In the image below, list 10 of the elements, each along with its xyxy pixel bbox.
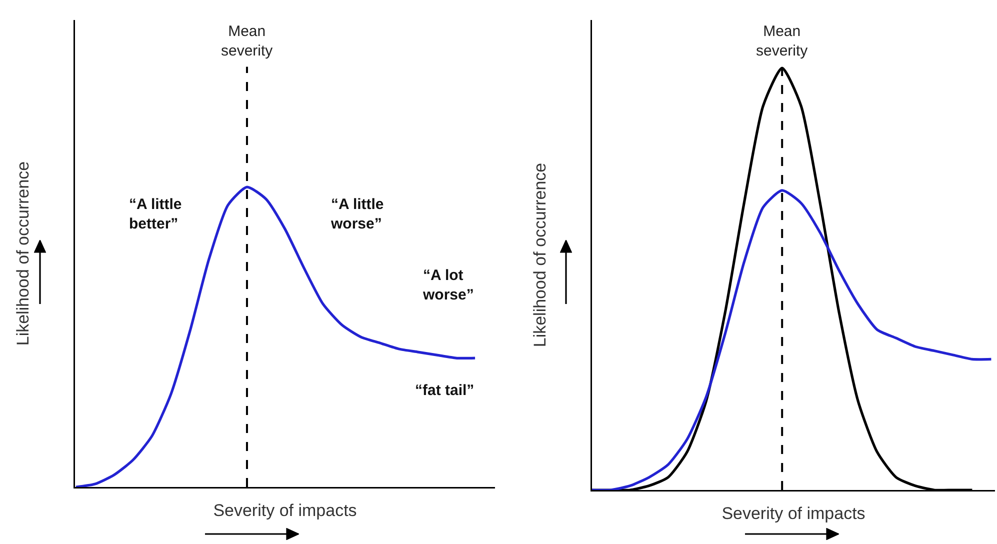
- annotation: “A little better”: [129, 196, 182, 232]
- annotation: “fat tail”: [415, 382, 474, 399]
- annotation: “A lot worse”: [422, 267, 474, 304]
- text: Mean severity: [756, 23, 808, 60]
- annotation: “A little worse”: [330, 196, 384, 232]
- y-axis-title: Likelihood of occurrence: [13, 161, 32, 346]
- x-axis-title: Severity of impacts: [722, 504, 866, 524]
- text: Mean severity: [221, 23, 274, 60]
- x-axis-title: Severity of impacts: [213, 501, 357, 520]
- y-axis-title: Likelihood of occurrence: [530, 162, 550, 348]
